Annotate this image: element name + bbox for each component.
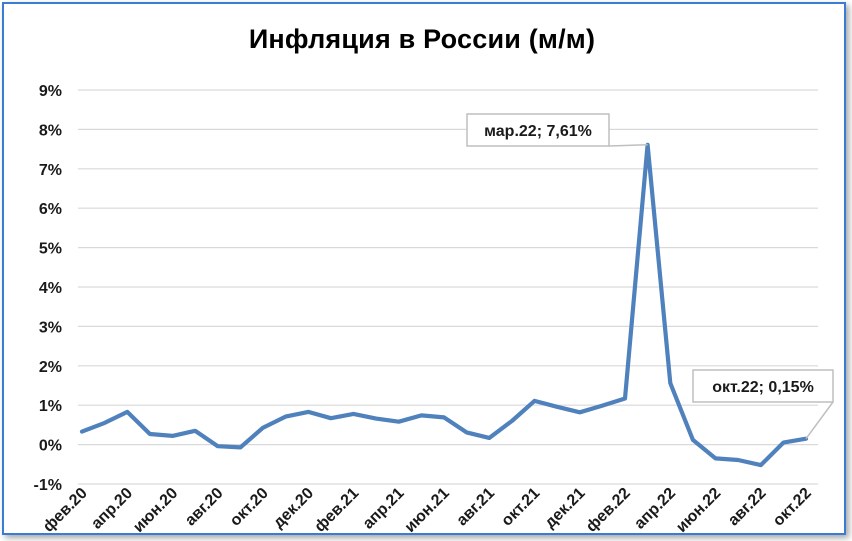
x-tick-label: апр.22	[631, 485, 679, 533]
y-tick-label: 5%	[39, 241, 62, 258]
y-tick-label: 6%	[39, 201, 62, 218]
annotation-label: мар.22; 7,61%	[484, 123, 592, 140]
series-line	[79, 142, 809, 468]
annotation-label: окт.22; 0,15%	[712, 379, 814, 396]
y-tick-label: 3%	[39, 319, 62, 336]
x-tick-label: июн.21	[402, 485, 453, 536]
x-tick-label: дек.20	[270, 485, 317, 532]
annotation-box	[692, 369, 834, 403]
y-tick-label: -1%	[34, 477, 62, 494]
annotation-leader	[608, 144, 648, 147]
y-tick-label: 9%	[39, 83, 62, 100]
annotation-leader	[805, 401, 834, 440]
x-tick-label: окт.22	[770, 485, 815, 530]
y-tick-label: 4%	[39, 280, 62, 297]
x-tick-label: авг.20	[182, 485, 227, 530]
x-tick-label: фев.22	[583, 485, 634, 536]
annotation-box	[466, 113, 610, 147]
x-tick-label: апр.21	[360, 485, 408, 533]
x-tick-label: авг.22	[725, 485, 770, 530]
y-tick-label: 1%	[39, 398, 62, 415]
y-tick-label: 0%	[39, 438, 62, 455]
chart-title: Инфляция в России (м/м)	[248, 24, 596, 54]
y-tick-label: 2%	[39, 359, 62, 376]
y-tick-label: 8%	[39, 122, 62, 139]
x-tick-label: июн.22	[673, 485, 724, 536]
x-tick-label: июн.20	[130, 485, 181, 536]
x-tick-label: авг.21	[453, 485, 498, 530]
x-tick-label: фев.21	[312, 485, 363, 536]
x-tick-label: дек.21	[542, 485, 589, 532]
x-tick-label: апр.20	[88, 485, 136, 533]
x-tick-label: окт.20	[227, 485, 272, 530]
chart-frame	[2, 2, 846, 535]
x-tick-label: окт.21	[498, 485, 543, 530]
y-tick-label: 7%	[39, 162, 62, 179]
